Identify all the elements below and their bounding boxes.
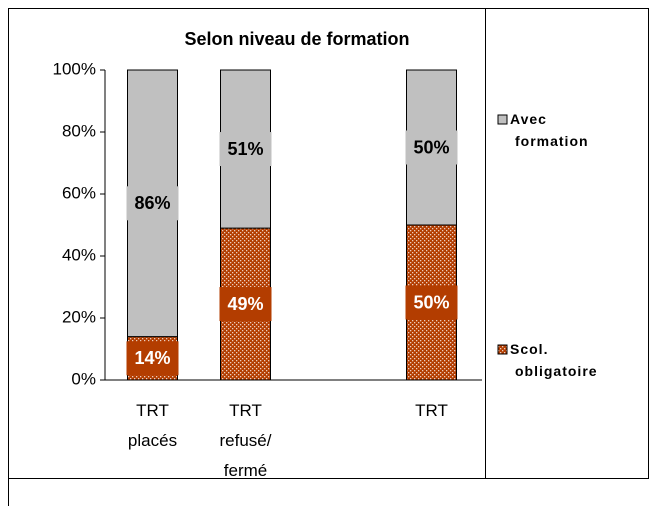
y-tick-label: 20% bbox=[62, 307, 96, 326]
y-tick-label: 100% bbox=[53, 59, 96, 78]
value-label-box bbox=[405, 130, 458, 165]
value-label-box bbox=[219, 287, 272, 322]
legend-swatch bbox=[497, 114, 508, 125]
y-tick-label: 40% bbox=[62, 245, 96, 264]
value-label-box bbox=[126, 341, 179, 376]
chart-frame bbox=[8, 8, 649, 479]
x-tick-label: TRT placés bbox=[128, 401, 177, 450]
y-tick-label: 60% bbox=[62, 183, 96, 202]
value-label: 49% bbox=[227, 294, 263, 314]
value-label: 50% bbox=[413, 137, 449, 157]
value-label-box bbox=[219, 132, 272, 167]
value-label: 51% bbox=[227, 139, 263, 159]
value-label: 50% bbox=[413, 292, 449, 312]
y-tick-label: 80% bbox=[62, 121, 96, 140]
value-label: 86% bbox=[134, 193, 170, 213]
value-label-box bbox=[405, 285, 458, 320]
value-label-box bbox=[126, 186, 179, 221]
x-tick-label: TRT bbox=[415, 401, 448, 420]
x-tick-label: TRT refusé/fermé bbox=[220, 401, 272, 480]
legend-swatch bbox=[497, 344, 508, 355]
y-tick-label: 0% bbox=[71, 369, 96, 388]
value-label: 14% bbox=[134, 348, 170, 368]
legend-label: Scol. obligatoire bbox=[510, 341, 598, 379]
legend-label: Avec formation bbox=[510, 111, 589, 149]
chart-title: Selon niveau de formation bbox=[184, 29, 409, 49]
